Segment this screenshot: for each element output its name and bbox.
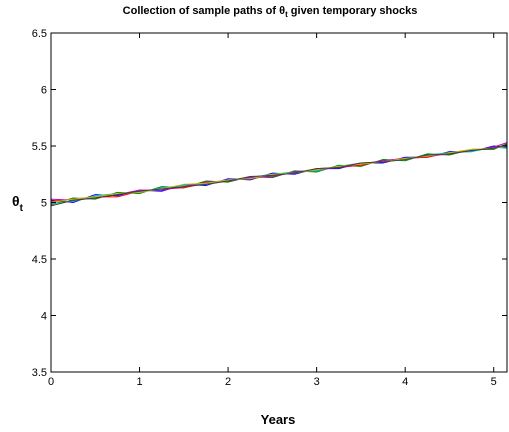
y-tick-label: 3.5	[32, 367, 47, 379]
y-label-main: θ	[12, 193, 20, 209]
title-sub: t	[285, 10, 288, 19]
x-tick-label: 0	[48, 376, 54, 388]
y-label-sub: t	[20, 203, 24, 214]
y-axis-label: θt	[12, 193, 24, 214]
y-tick-label: 6	[41, 85, 47, 97]
y-tick-label: 5	[41, 198, 47, 210]
series-line	[51, 144, 507, 207]
title-main: Collection of sample paths of θ	[123, 5, 285, 17]
title-rest: given temporary shocks	[288, 5, 418, 17]
x-tick-label: 4	[402, 376, 408, 388]
y-tick-label: 4	[41, 311, 47, 323]
x-tick-label: 3	[314, 376, 320, 388]
y-tick-label: 6.5	[32, 28, 47, 40]
x-axis-label: Years	[261, 412, 296, 427]
x-tick-label: 2	[225, 376, 231, 388]
x-tick-label: 5	[491, 376, 497, 388]
y-tick-label: 5.5	[32, 141, 47, 153]
chart-title: Collection of sample paths of θt given t…	[123, 5, 418, 19]
y-tick-label: 4.5	[32, 254, 47, 266]
x-tick-label: 1	[136, 376, 142, 388]
